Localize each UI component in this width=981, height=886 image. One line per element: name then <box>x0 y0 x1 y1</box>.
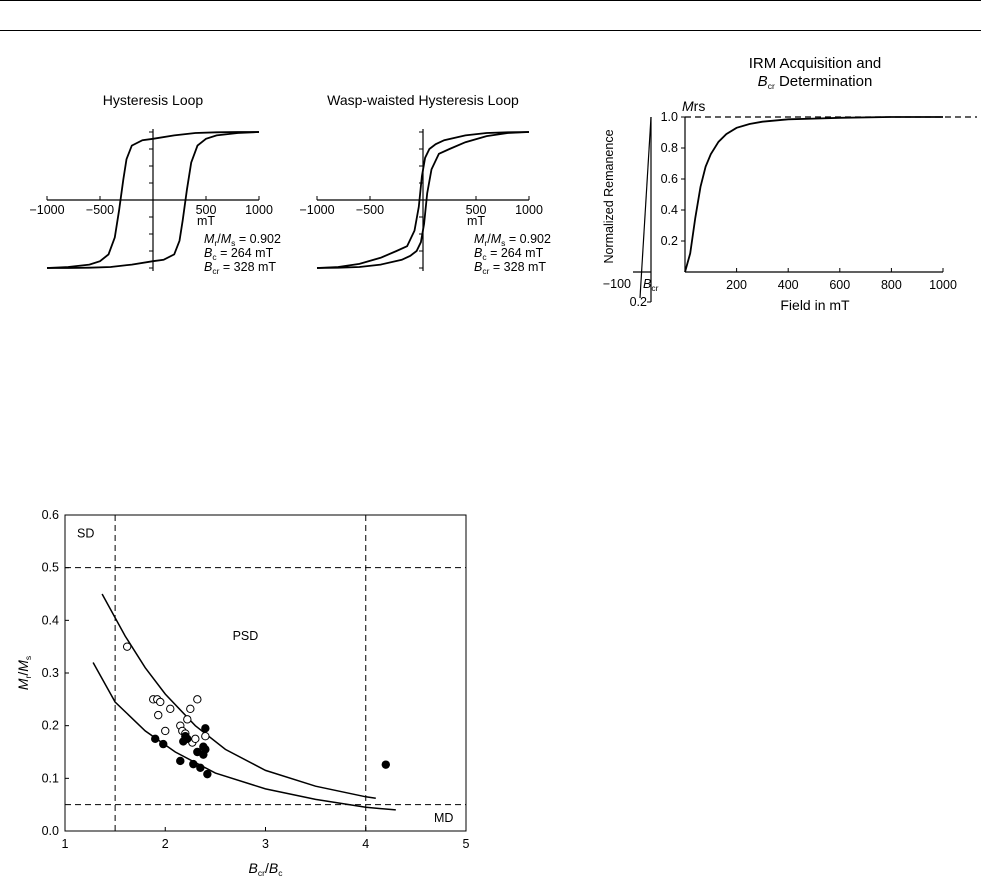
backfield-low-label: 0.2 <box>630 295 647 309</box>
filled-data-point <box>159 739 168 749</box>
mixing-curve <box>92 662 396 811</box>
filled-data-point <box>199 742 208 751</box>
loop-branch <box>316 131 530 269</box>
x-tick-label: 4 <box>362 837 369 851</box>
x-unit-label: mT <box>467 214 485 228</box>
y-tick-label: 1.0 <box>661 110 678 124</box>
chart-title: Wasp-waisted Hysteresis Loop <box>327 92 519 108</box>
open-data-point <box>161 726 170 736</box>
x-unit-label: mT <box>197 214 215 228</box>
x-tick-label: −500 <box>86 203 114 217</box>
filled-data-point <box>151 734 160 744</box>
x-tick-label: 800 <box>881 278 902 292</box>
x-tick-label: 5 <box>463 837 470 851</box>
top-rule <box>0 0 981 1</box>
y-tick-label: 0.3 <box>42 666 59 680</box>
annotation-mr-ms: Mr/Ms = 0.902 <box>474 232 551 248</box>
filled-data-point <box>381 760 390 769</box>
backfield-neg-label: −100 <box>603 277 631 291</box>
y-tick-label: 0.2 <box>42 719 59 733</box>
loop-branch <box>316 131 530 269</box>
x-tick-label: 600 <box>829 278 850 292</box>
chart-title-line2: Bcr Determination <box>758 73 873 91</box>
open-data-point <box>122 642 132 651</box>
mrs-label: Mrs <box>682 98 705 114</box>
x-axis-label: Bcr/Bc <box>249 860 284 878</box>
annotation-mr-ms: Mr/Ms = 0.902 <box>204 232 281 248</box>
x-tick-label: 1000 <box>929 278 957 292</box>
open-data-point <box>154 710 163 720</box>
loop-branch <box>47 131 260 269</box>
y-tick-label: 0.6 <box>42 508 59 522</box>
x-tick-label: 200 <box>726 278 747 292</box>
bcr-label: Bcr <box>643 277 659 293</box>
annotation-bc: Bc = 264 mT <box>204 246 274 262</box>
region-label-psd: PSD <box>233 629 259 643</box>
open-data-point <box>191 734 200 744</box>
mixing-curve <box>101 593 376 800</box>
open-data-point <box>156 697 165 707</box>
y-tick-label: 0.4 <box>42 613 59 627</box>
annotation-bcr: Bcr = 328 mT <box>204 260 276 276</box>
open-data-point <box>201 732 210 741</box>
annotation-bcr: Bcr = 328 mT <box>474 260 546 276</box>
chart-title: Hysteresis Loop <box>103 92 204 108</box>
wasp-waisted-loop-chart: Wasp-waisted Hysteresis Loop −1000 −500 500… <box>299 92 551 276</box>
filled-data-point <box>189 759 198 769</box>
y-tick-label: 0.8 <box>661 141 678 155</box>
filled-data-point <box>201 724 210 733</box>
open-data-point <box>166 704 175 714</box>
x-tick-label: −1000 <box>299 203 334 217</box>
x-tick-label: −1000 <box>29 203 64 217</box>
filled-data-point <box>196 763 205 772</box>
region-label-md: MD <box>434 811 453 825</box>
x-tick-label: 500 <box>466 203 487 217</box>
open-data-point <box>183 715 192 724</box>
y-tick-label: 0.1 <box>42 771 59 785</box>
header-rule <box>0 30 981 31</box>
filled-data-point <box>203 769 212 779</box>
x-tick-label: 2 <box>162 837 169 851</box>
backfield-curve <box>639 116 652 299</box>
filled-data-point <box>183 734 192 744</box>
region-label-sd: SD <box>77 526 94 540</box>
x-tick-label: −500 <box>356 203 384 217</box>
filled-data-point <box>176 756 185 766</box>
x-axis-label: Field in mT <box>780 297 850 313</box>
chart-title-line1: IRM Acquisition and <box>749 55 882 72</box>
open-data-point <box>193 695 202 704</box>
y-tick-label: 0.4 <box>661 203 678 217</box>
day-plot-chart: 0.0 0.1 0.2 0.3 0.4 0.5 0.6 1 2 3 4 5 SD PSD MD Bcr/Bc M… <box>15 508 470 878</box>
y-tick-label: 0.6 <box>661 172 678 186</box>
x-tick-label: 500 <box>196 203 217 217</box>
y-axis-label: Normalized Remanence <box>602 129 616 263</box>
x-tick-label: 400 <box>778 278 799 292</box>
y-tick-label: 0.0 <box>42 824 59 838</box>
hysteresis-loop-chart: Hysteresis Loop −1000 −500 500 1000 mT Mr/Ms =… <box>29 92 281 276</box>
plot-frame <box>64 514 467 832</box>
irm-curve <box>684 116 943 273</box>
y-tick-label: 0.2 <box>661 234 678 248</box>
open-data-point <box>186 704 195 714</box>
x-tick-label: 1000 <box>515 203 543 217</box>
loop-branch <box>46 131 259 269</box>
annotation-bc: Bc = 264 mT <box>474 246 544 262</box>
y-tick-label: 0.5 <box>42 561 59 575</box>
x-tick-label: 1000 <box>245 203 273 217</box>
x-tick-label: 1 <box>62 837 69 851</box>
y-axis-label: Mr/Ms <box>15 656 33 690</box>
x-tick-label: 3 <box>262 837 269 851</box>
